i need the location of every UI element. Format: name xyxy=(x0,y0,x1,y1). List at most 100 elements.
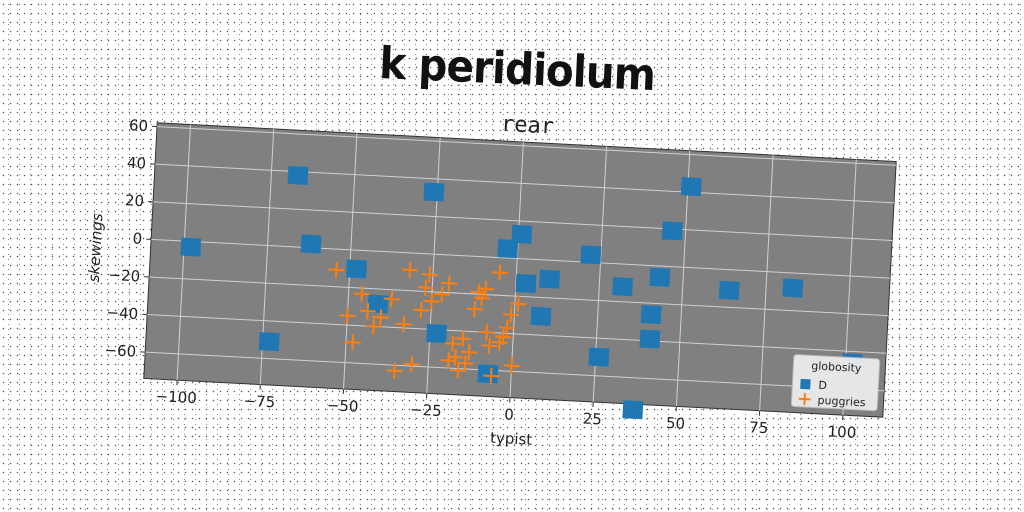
data-point-square xyxy=(612,277,634,297)
grid-line xyxy=(147,314,887,354)
data-point-plus xyxy=(353,285,370,302)
y-tick-label: 60 xyxy=(128,116,148,135)
data-point-plus xyxy=(491,264,508,281)
data-point-plus xyxy=(344,334,361,351)
y-tick-label: 0 xyxy=(132,229,142,247)
data-point-square xyxy=(588,347,610,367)
data-point-plus xyxy=(460,344,478,361)
data-point-plus xyxy=(421,266,438,283)
x-axis-label: typist xyxy=(490,429,533,449)
data-point-plus xyxy=(441,275,458,292)
data-point-square xyxy=(346,259,367,279)
y-axis-label: skewings xyxy=(85,213,107,283)
data-point-plus xyxy=(365,318,382,335)
data-point-plus xyxy=(447,349,464,366)
data-point-square xyxy=(258,332,280,352)
grid-line xyxy=(426,137,441,394)
data-point-square xyxy=(680,177,702,197)
x-tick-label: 100 xyxy=(827,422,857,441)
data-point-square xyxy=(782,278,804,298)
data-point-plus xyxy=(386,362,403,379)
y-axis-ticks: 60 40 20 0 −20 −40 −60 xyxy=(104,116,158,361)
data-point-square xyxy=(180,237,202,257)
data-point-square xyxy=(367,294,389,314)
data-point-plus xyxy=(444,335,461,352)
legend-title: globosity xyxy=(811,359,862,375)
data-point-plus xyxy=(401,261,418,278)
data-point-plus xyxy=(502,306,520,323)
y-tick-label: 40 xyxy=(127,154,147,173)
data-point-plus xyxy=(403,356,420,373)
data-point-square xyxy=(718,280,740,300)
data-point-square xyxy=(530,306,552,326)
data-point-square xyxy=(649,267,671,287)
grid-line xyxy=(151,238,891,279)
data-point-plus xyxy=(466,301,483,318)
legend-marker-square xyxy=(800,378,811,390)
data-point-square xyxy=(287,165,309,185)
legend-marker-plus xyxy=(798,393,811,406)
x-tick-label: 25 xyxy=(582,410,602,429)
data-point-plus xyxy=(383,291,400,308)
data-point-plus xyxy=(478,324,495,341)
data-point-square xyxy=(640,305,662,325)
data-point-square xyxy=(511,224,533,244)
grid-line xyxy=(759,155,774,411)
x-tick-label: 0 xyxy=(504,405,514,423)
x-axis-ticks: −100 −75 −50 −25 0 25 50 75 100 xyxy=(155,380,857,442)
data-point-plus xyxy=(477,280,494,297)
data-point-square xyxy=(426,323,448,343)
data-point-square xyxy=(300,234,322,254)
data-point-square xyxy=(497,239,519,259)
x-tick-label: −100 xyxy=(155,387,197,407)
y-tick-label: −40 xyxy=(106,303,139,323)
data-point-square xyxy=(622,400,644,420)
data-point-plus xyxy=(510,295,527,312)
data-point-square xyxy=(580,245,602,265)
y-tick-label: 20 xyxy=(125,191,145,210)
grid-line xyxy=(145,351,885,392)
data-point-plus xyxy=(339,307,356,324)
data-point-plus xyxy=(457,355,474,372)
data-point-plus xyxy=(503,357,520,374)
data-point-plus xyxy=(433,286,451,303)
y-tick-label: −60 xyxy=(104,341,137,361)
grid-line xyxy=(509,141,524,398)
grid-line xyxy=(155,163,895,204)
grid-line xyxy=(153,201,893,241)
data-point-plus xyxy=(372,309,389,326)
legend-entry-label: puggries xyxy=(817,394,866,410)
data-point-square xyxy=(423,182,445,202)
plot-title: rear xyxy=(500,112,554,140)
x-tick-label: −50 xyxy=(326,396,359,416)
data-point-plus xyxy=(449,362,467,379)
data-point-plus xyxy=(395,316,412,333)
data-point-plus xyxy=(359,302,376,320)
legend-box xyxy=(790,354,881,412)
plot-area xyxy=(143,122,897,418)
legend-entry-label: D xyxy=(818,379,827,392)
data-point-plus xyxy=(417,279,434,296)
x-tick-label: −25 xyxy=(410,400,443,420)
data-point-square xyxy=(477,364,499,384)
x-tick-label: −75 xyxy=(243,392,276,412)
data-point-plus xyxy=(440,352,457,369)
grid-line xyxy=(156,126,897,166)
data-point-plus xyxy=(328,261,345,278)
data-point-plus xyxy=(423,293,440,310)
y-tick-label: −20 xyxy=(108,266,141,286)
data-point-square xyxy=(639,329,661,349)
data-marks xyxy=(180,165,863,420)
x-tick-label: 50 xyxy=(666,414,686,433)
data-point-plus xyxy=(413,302,430,319)
data-point-square xyxy=(539,269,561,289)
data-point-plus xyxy=(498,319,516,336)
data-point-plus xyxy=(483,367,500,384)
data-point-square xyxy=(661,221,683,241)
data-point-plus xyxy=(473,290,490,307)
data-point-plus xyxy=(481,337,498,354)
data-point-plus xyxy=(454,330,472,347)
